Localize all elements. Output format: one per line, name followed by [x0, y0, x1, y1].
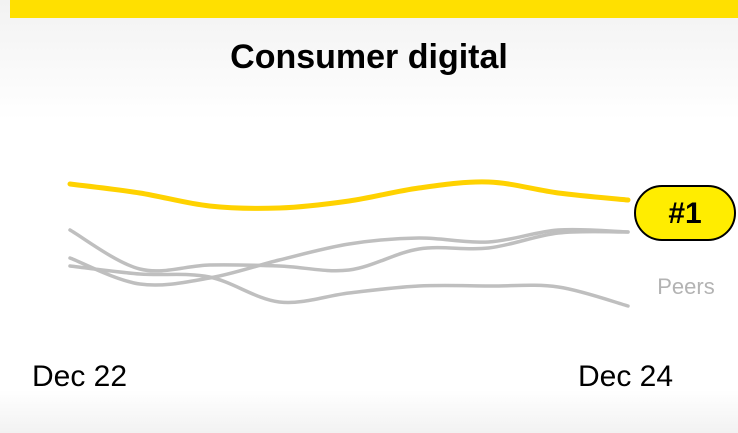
- peer-lines: [68, 227, 630, 308]
- highlight-line: [67, 179, 631, 211]
- x-axis-start-label: Dec 22: [32, 360, 128, 393]
- rank-badge-label: #1: [668, 197, 701, 230]
- peer-line-2: [68, 227, 630, 287]
- accent-bar: [10, 0, 738, 18]
- chart-title: Consumer digital: [230, 38, 508, 76]
- x-axis-end-label: Dec 24: [578, 360, 674, 393]
- highlight-lines: [67, 179, 631, 211]
- rank-badge-pill: [634, 185, 736, 241]
- rank-badge: #1: [634, 185, 736, 241]
- peer-line-3: [68, 264, 630, 308]
- peer-line-1: [68, 228, 630, 273]
- peers-label: Peers: [657, 274, 714, 299]
